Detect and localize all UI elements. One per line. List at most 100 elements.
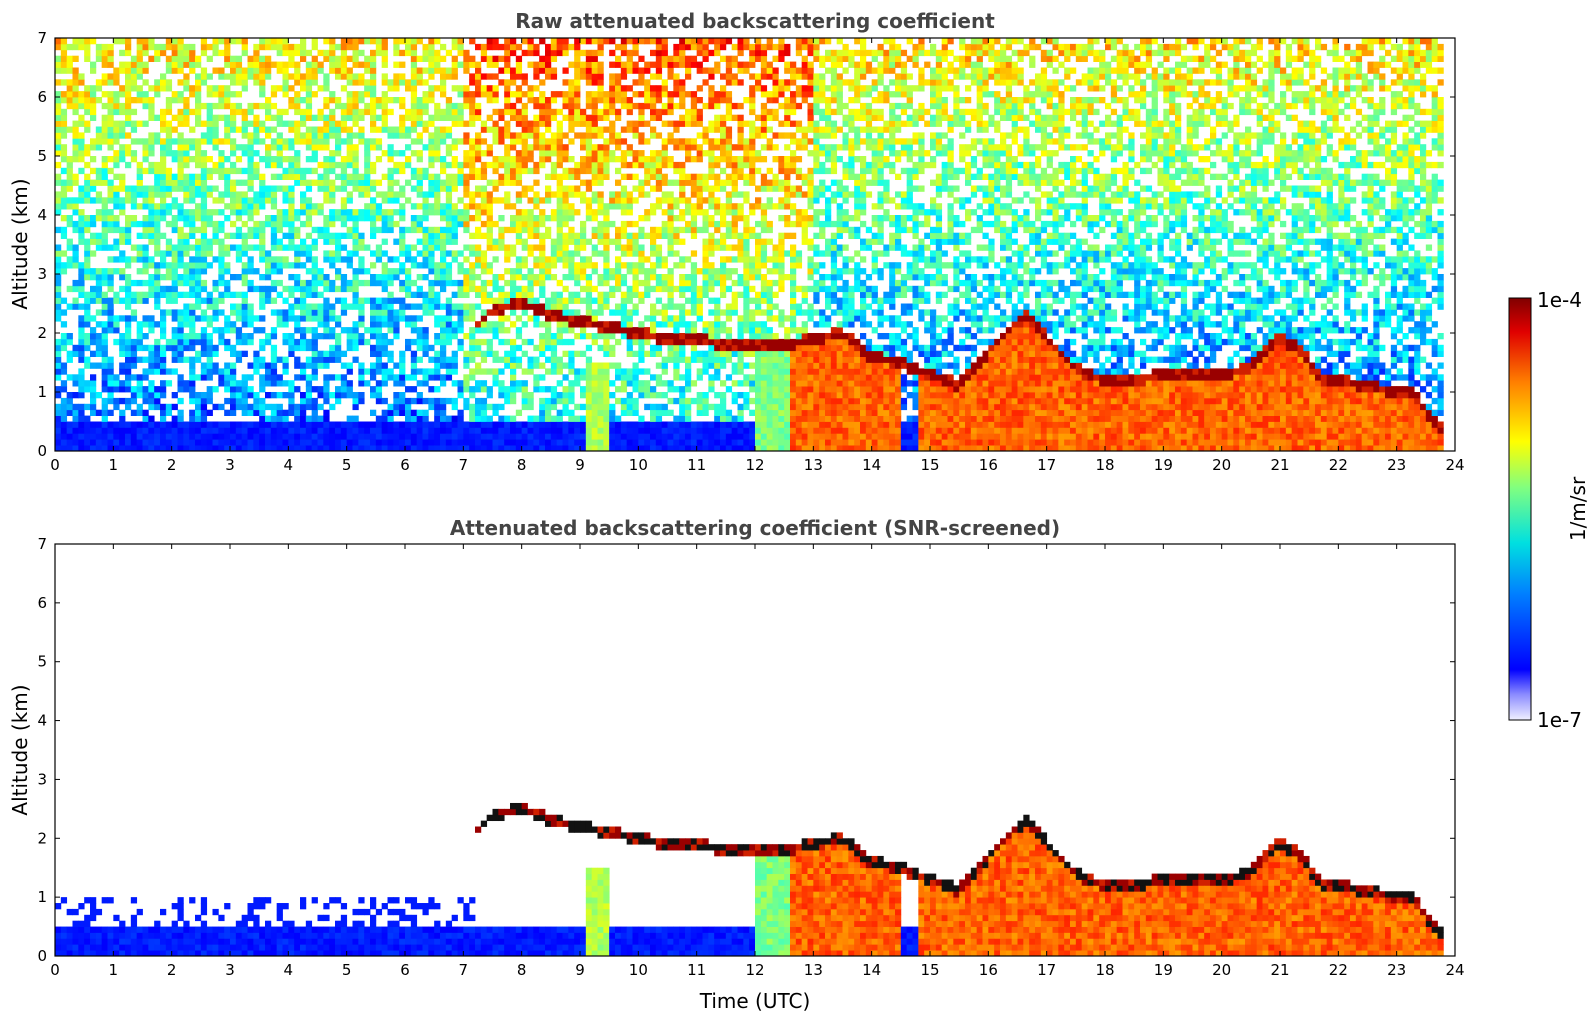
heatmap-cell [101, 368, 108, 375]
heatmap-cell [399, 403, 406, 411]
heatmap-cell [527, 220, 534, 228]
heatmap-cell [416, 173, 423, 180]
heatmap-cell [177, 433, 184, 440]
heatmap-cell [142, 49, 149, 57]
heatmap-cell [119, 445, 126, 451]
heatmap-cell [66, 156, 73, 163]
heatmap-cell [224, 380, 231, 387]
heatmap-cell [475, 232, 482, 239]
heatmap-cell [113, 439, 120, 446]
heatmap-cell [463, 215, 470, 222]
heatmap-cell [469, 138, 476, 145]
heatmap-cell [335, 61, 342, 68]
heatmap-cell [160, 138, 167, 145]
heatmap-cell [498, 297, 505, 304]
heatmap-cell [101, 350, 108, 357]
heatmap-cell [434, 102, 441, 110]
heatmap-cell [399, 49, 406, 57]
heatmap-cell [329, 262, 336, 269]
heatmap-cell [661, 285, 668, 293]
heatmap-cell [632, 156, 639, 163]
heatmap-cell [457, 197, 464, 204]
heatmap-cell [183, 433, 190, 440]
heatmap-cell [515, 421, 523, 428]
heatmap-cell [101, 445, 108, 451]
heatmap-cell [498, 445, 505, 451]
heatmap-cell [580, 368, 587, 375]
heatmap-cell [218, 161, 225, 169]
heatmap-cell [527, 279, 534, 287]
heatmap-cell [270, 309, 278, 316]
heatmap-cell [305, 167, 313, 175]
heatmap-cell [480, 433, 488, 440]
heatmap-cell [171, 291, 178, 298]
heatmap-cell [626, 108, 633, 116]
heatmap-cell [84, 333, 91, 340]
heatmap-cell [486, 262, 493, 269]
heatmap-cell [60, 333, 68, 340]
heatmap-cell [597, 179, 604, 186]
heatmap-cell [218, 138, 225, 145]
heatmap-cell [119, 421, 126, 428]
heatmap-cell [434, 397, 441, 405]
heatmap-cell [177, 55, 184, 62]
heatmap-cell [72, 409, 79, 416]
heatmap-cell [597, 126, 604, 133]
heatmap-cell [469, 445, 476, 451]
heatmap-cell [550, 173, 558, 180]
heatmap-cell [644, 368, 651, 375]
heatmap-cell [300, 120, 307, 127]
heatmap-cell [78, 303, 85, 310]
heatmap-cell [585, 409, 593, 416]
heatmap-cell [101, 179, 108, 186]
heatmap-cell [434, 433, 441, 440]
heatmap-cell [66, 445, 73, 451]
heatmap-cell [160, 274, 167, 281]
heatmap-cell [410, 108, 418, 116]
heatmap-cell [568, 445, 575, 451]
heatmap-cell [101, 268, 108, 275]
heatmap-cell [90, 250, 97, 257]
heatmap-cell [212, 427, 219, 434]
heatmap-cell [270, 380, 278, 387]
heatmap-cell [200, 79, 208, 86]
heatmap-cell [550, 338, 558, 346]
heatmap-cell [638, 333, 645, 340]
heatmap-cell [364, 38, 371, 45]
heatmap-cell [370, 179, 377, 186]
heatmap-cell [638, 120, 645, 127]
heatmap-cell [329, 97, 336, 104]
heatmap-cell [504, 427, 511, 434]
heatmap-cell [405, 79, 412, 86]
heatmap-cell [311, 344, 318, 352]
heatmap-cell [294, 338, 301, 346]
heatmap-cell [55, 297, 62, 304]
heatmap-cell [95, 409, 103, 416]
heatmap-cell [603, 220, 610, 228]
heatmap-cell [428, 427, 435, 434]
heatmap-cell [364, 421, 371, 428]
heatmap-cell [661, 209, 668, 216]
heatmap-cell [282, 220, 289, 228]
heatmap-cell [650, 49, 657, 57]
heatmap-cell [650, 203, 657, 210]
heatmap-cell [539, 397, 546, 405]
heatmap-cell [206, 91, 213, 98]
heatmap-cell [475, 380, 482, 387]
heatmap-cell [189, 138, 196, 145]
heatmap-cell [142, 386, 149, 393]
heatmap-cell [259, 433, 266, 440]
heatmap-cell [195, 156, 202, 163]
heatmap-cell [405, 114, 412, 121]
heatmap-cell [300, 191, 307, 198]
heatmap-cell [405, 338, 412, 346]
heatmap-cell [445, 421, 453, 428]
heatmap-cell [469, 150, 476, 157]
heatmap-cell [620, 403, 628, 411]
heatmap-cell [66, 338, 73, 346]
heatmap-cell [78, 386, 85, 393]
heatmap-cell [113, 374, 120, 381]
heatmap-cell [492, 179, 499, 186]
heatmap-cell [428, 38, 435, 45]
heatmap-cell [346, 156, 353, 163]
